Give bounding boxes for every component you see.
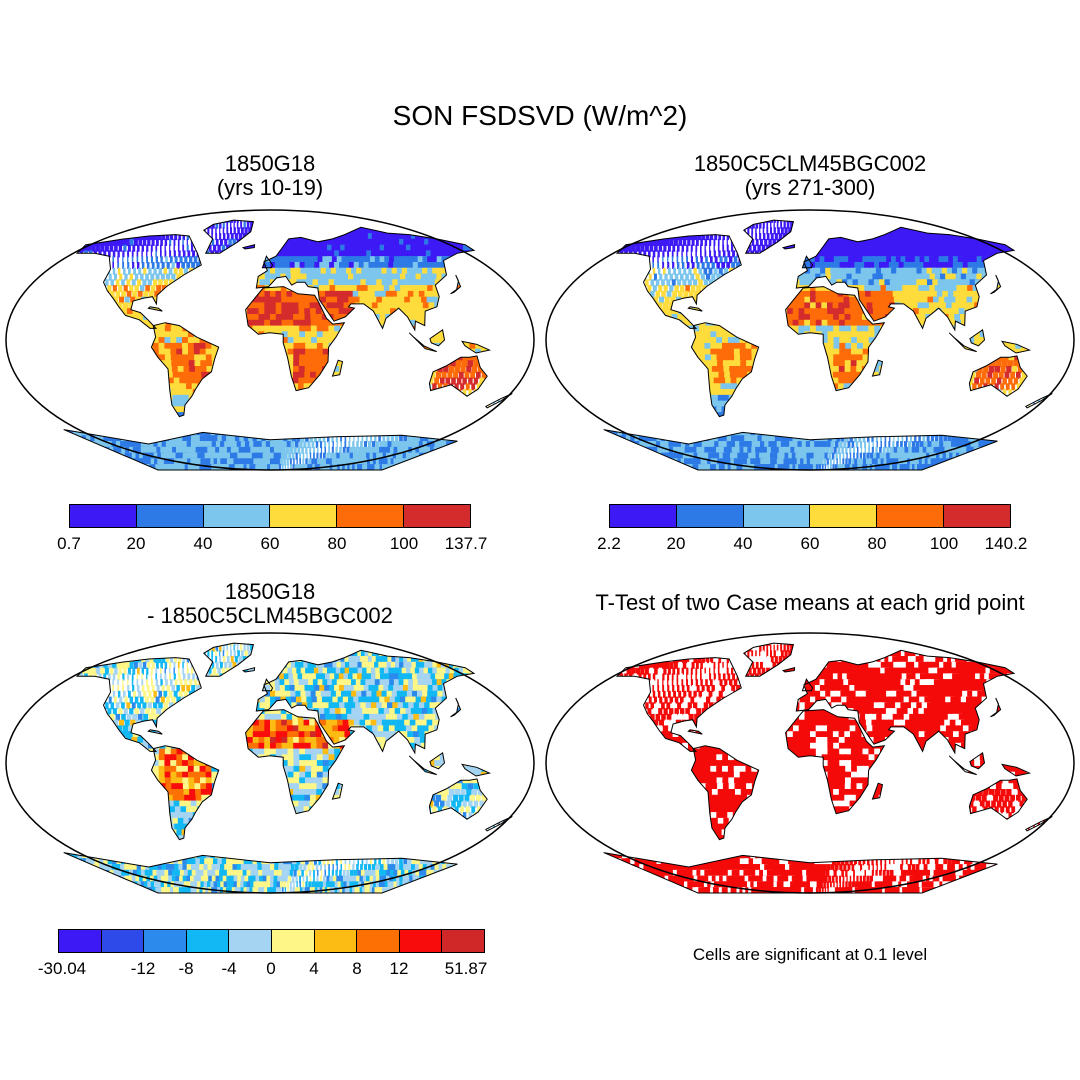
colorbar-3-label: -8 — [178, 959, 194, 978]
map-coastline — [603, 642, 1053, 894]
panel-1-title-line2: (yrs 10-19) — [216, 175, 324, 200]
panel-2-title-line2: (yrs 271-300) — [744, 175, 876, 200]
colorbar-3-label: 4 — [309, 959, 319, 978]
map-panel-1 — [5, 209, 535, 471]
colorbar-2-swatch — [610, 505, 677, 527]
colorbar-3-swatch — [229, 930, 272, 952]
colorbar-3-swatch — [357, 930, 400, 952]
colorbar-3-label: 8 — [352, 959, 362, 978]
colorbar-2-swatch — [810, 505, 878, 527]
colorbar-3-swatch — [101, 930, 145, 952]
colorbar-2-label: 20 — [666, 534, 686, 553]
colorbar-2-label: 2.2 — [597, 534, 621, 553]
colorbar-1-label: 137.7 — [444, 534, 488, 553]
panel-3-title-line1: 1850G18 — [224, 579, 316, 604]
colorbar-1-label: 80 — [327, 534, 347, 553]
colorbar-2-label: 60 — [800, 534, 820, 553]
significance-note: Cells are significant at 0.1 level — [692, 945, 928, 964]
colorbar-1-swatch — [270, 505, 338, 527]
colorbar-1-label: 100 — [389, 534, 419, 553]
panel-1-title: 1850G18 (yrs 10-19) — [0, 152, 540, 200]
colorbar-3 — [58, 929, 485, 953]
colorbar-2 — [609, 504, 1011, 528]
colorbar-2-swatch — [944, 505, 1010, 527]
colorbar-1-label: 60 — [260, 534, 280, 553]
map-border — [5, 632, 535, 894]
map-panel-4 — [545, 632, 1075, 894]
colorbar-2-swatch — [743, 505, 811, 527]
colorbar-3-label: 12 — [389, 959, 409, 978]
panel-3-title-line2: - 1850C5CLM45BGC002 — [147, 603, 393, 628]
colorbar-1-swatch — [203, 505, 271, 527]
panel-3-title: 1850G18 - 1850C5CLM45BGC002 — [0, 580, 540, 628]
colorbar-3-label: -4 — [221, 959, 237, 978]
panel-2-title-line1: 1850C5CLM45BGC002 — [693, 151, 927, 176]
colorbar-1-label: 40 — [193, 534, 213, 553]
colorbar-1-swatch — [136, 505, 204, 527]
colorbar-1-label: 20 — [126, 534, 146, 553]
colorbar-3-swatch — [442, 930, 484, 952]
colorbar-3-swatch — [399, 930, 443, 952]
colorbar-3-swatch — [271, 930, 315, 952]
panel-2-title: 1850C5CLM45BGC002 (yrs 271-300) — [540, 152, 1080, 200]
map-border — [545, 209, 1075, 471]
colorbar-1-swatch — [70, 505, 137, 527]
colorbar-2-label: 40 — [733, 534, 753, 553]
colorbar-3-label: -12 — [130, 959, 156, 978]
colorbar-1-label: 0.7 — [57, 534, 81, 553]
colorbar-2-label: 140.2 — [984, 534, 1028, 553]
colorbar-2-label: 100 — [929, 534, 959, 553]
map-coastline — [63, 219, 513, 471]
colorbar-3-swatch — [186, 930, 230, 952]
colorbar-3-swatch — [144, 930, 187, 952]
colorbar-2-swatch — [676, 505, 744, 527]
colorbar-3-label: -30.04 — [37, 959, 87, 978]
panel-1-title-line1: 1850G18 — [224, 151, 316, 176]
colorbar-1 — [69, 504, 471, 528]
main-title: SON FSDSVD (W/m^2) — [392, 100, 688, 131]
colorbar-3-swatch — [314, 930, 358, 952]
colorbar-3-label: 51.87 — [444, 959, 488, 978]
colorbar-3-swatch — [59, 930, 102, 952]
map-panel-3 — [5, 632, 535, 894]
map-panel-2 — [545, 209, 1075, 471]
map-border — [545, 632, 1075, 894]
map-coastline — [603, 219, 1053, 471]
map-border — [5, 209, 535, 471]
colorbar-2-label: 80 — [867, 534, 887, 553]
colorbar-3-label: 0 — [266, 959, 276, 978]
panel-4-title: T-Test of two Case means at each grid po… — [595, 590, 1025, 615]
colorbar-1-swatch — [337, 505, 405, 527]
colorbar-2-swatch — [877, 505, 945, 527]
map-coastline — [63, 642, 513, 894]
colorbar-1-swatch — [404, 505, 470, 527]
